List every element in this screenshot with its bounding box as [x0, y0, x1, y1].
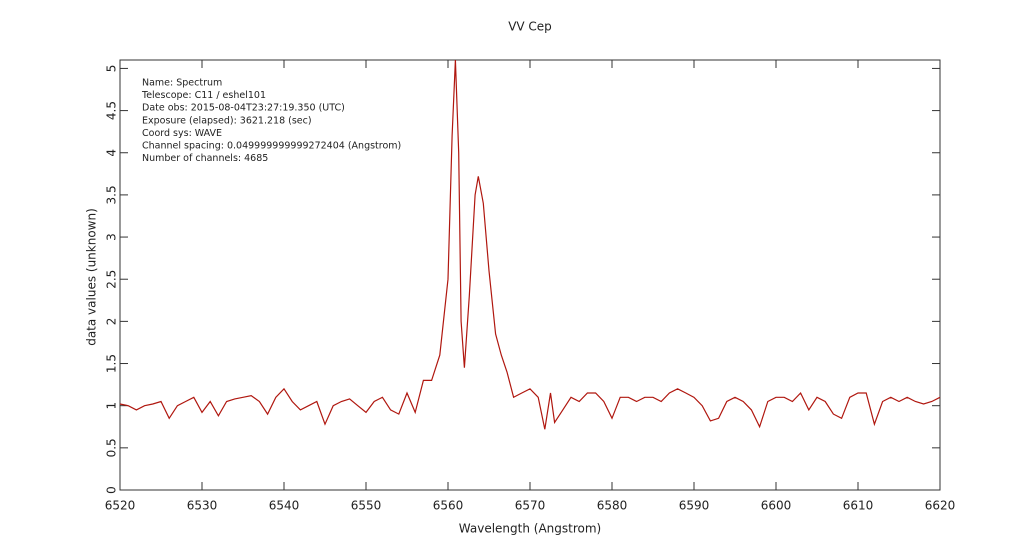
y-axis-label: data values (unknown) [85, 208, 99, 346]
x-tick-label: 6530 [187, 499, 218, 513]
y-tick-label: 1.5 [105, 354, 119, 373]
y-tick-label: 5 [105, 65, 119, 73]
x-tick-label: 6580 [597, 499, 628, 513]
spectrum-line [119, 59, 941, 430]
y-tick-label: 2 [105, 318, 119, 326]
x-tick-label: 6550 [351, 499, 382, 513]
x-tick-label: 6590 [679, 499, 710, 513]
annotation: Date obs: 2015-08-04T23:27:19.350 (UTC) [142, 103, 345, 114]
y-tick-label: 3.5 [105, 185, 119, 204]
x-tick-label: 6560 [433, 499, 464, 513]
annotation: Exposure (elapsed): 3621.218 (sec) [142, 115, 312, 126]
y-tick-label: 0.5 [105, 438, 119, 457]
x-tick-label: 6600 [761, 499, 792, 513]
y-tick-label: 2.5 [105, 270, 119, 289]
x-tick-label: 6570 [515, 499, 546, 513]
annotation: Number of channels: 4685 [142, 153, 268, 164]
annotation: Name: Spectrum [142, 78, 222, 89]
y-tick-label: 3 [105, 233, 119, 241]
x-tick-label: 6520 [105, 499, 136, 513]
annotation: Telescope: C11 / eshel101 [141, 90, 266, 101]
chart-title: VV Cep [508, 20, 552, 34]
y-tick-label: 1 [105, 402, 119, 410]
x-tick-label: 6620 [925, 499, 956, 513]
annotation: Channel spacing: 0.049999999999272404 (A… [142, 141, 401, 152]
x-tick-label: 6540 [269, 499, 300, 513]
y-tick-label: 0 [105, 486, 119, 494]
y-tick-label: 4 [105, 149, 119, 157]
annotation: Coord sys: WAVE [142, 128, 222, 139]
y-tick-label: 4.5 [105, 101, 119, 120]
x-tick-label: 6610 [843, 499, 874, 513]
x-axis-label: Wavelength (Angstrom) [459, 522, 601, 536]
